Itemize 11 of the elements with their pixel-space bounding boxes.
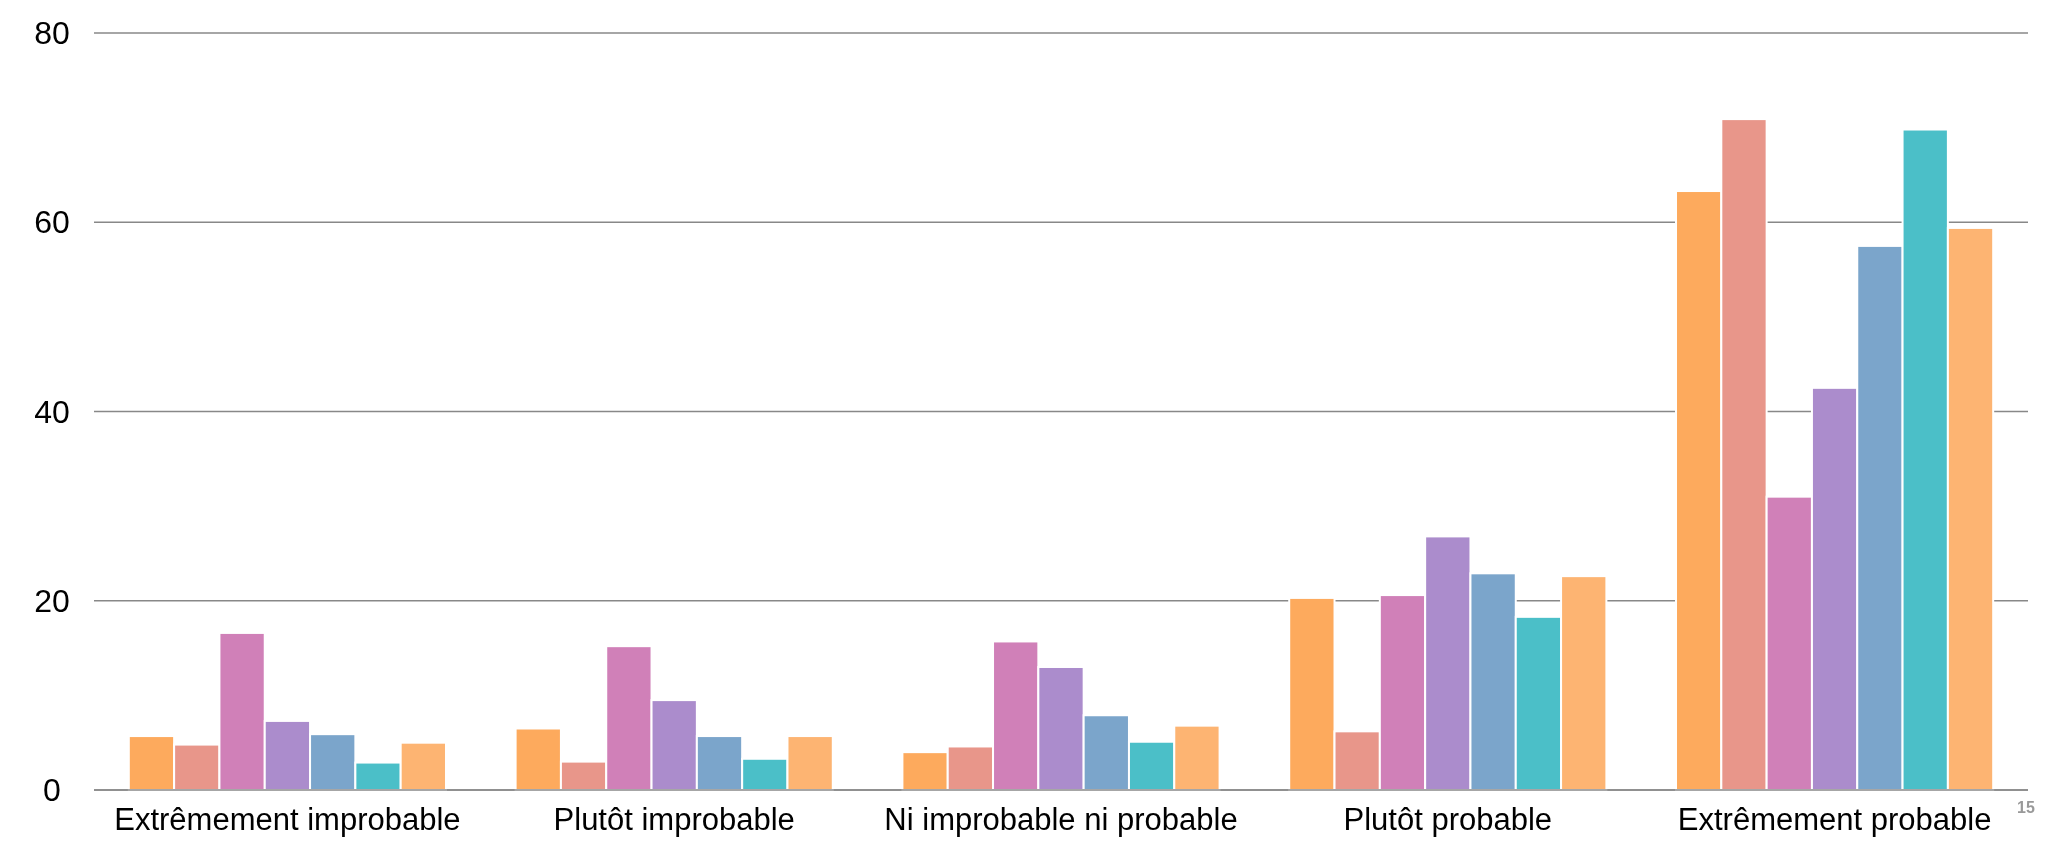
x-tick-label: Extrêmement improbable bbox=[114, 802, 461, 837]
y-tick-label: 60 bbox=[34, 204, 70, 241]
y-tick-label: 40 bbox=[34, 393, 70, 430]
x-tick-label: Plutôt probable bbox=[1343, 802, 1553, 837]
x-tick-label: Extrêmement probable bbox=[1677, 802, 1992, 837]
text: 15 bbox=[2017, 799, 2035, 816]
y-tick-label: 0 bbox=[43, 772, 61, 809]
y-tick-label: 20 bbox=[34, 582, 70, 619]
y-tick-label: 80 bbox=[34, 15, 70, 52]
x-tick-label: Ni improbable ni probable bbox=[884, 802, 1238, 837]
x-tick-label: Plutôt improbable bbox=[553, 802, 795, 837]
